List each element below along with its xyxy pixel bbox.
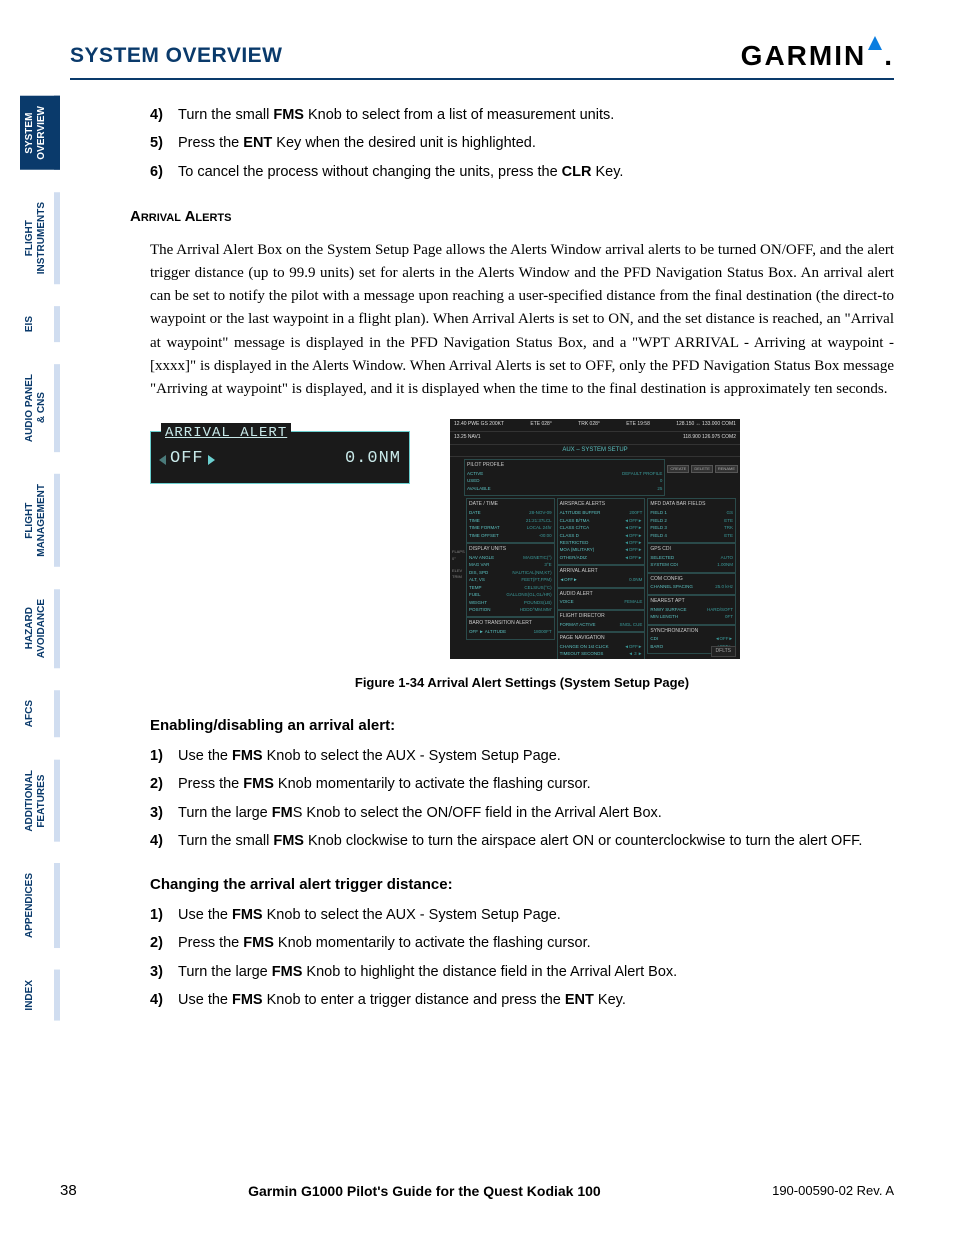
tab-flight-instruments[interactable]: FLIGHT INSTRUMENTS: [20, 192, 60, 284]
tab-hazard-avoidance[interactable]: HAZARD AVOIDANCE: [20, 589, 60, 668]
setup-left-strip: FLAPS0°ELEVTRIM: [452, 549, 462, 580]
step-number: 3): [150, 802, 178, 824]
tab-system-overview[interactable]: SYSTEM OVERVIEW: [20, 96, 60, 170]
step-text: Turn the large FMS Knob to select the ON…: [178, 802, 662, 824]
step: 3)Turn the large FMS Knob to select the …: [150, 802, 894, 824]
setup-box: PILOT PROFILEACTIVEDEFAULT PROFILEUSED0A…: [464, 459, 665, 496]
setup-box: MFD DATA BAR FIELDSFIELD 1GSFIELD 2ETEFI…: [647, 498, 736, 543]
step-text: Turn the small FMS Knob clockwise to tur…: [178, 830, 862, 852]
step: 2)Press the FMS Knob momentarily to acti…: [150, 932, 894, 954]
step: 4)Turn the small FMS Knob clockwise to t…: [150, 830, 894, 852]
setup-box: PAGE NAVIGATIONCHANGE ON 1st CLICK◄OFF►T…: [557, 632, 646, 659]
step-text: Use the FMS Knob to select the AUX - Sys…: [178, 745, 561, 767]
figure-1-34: ARRIVAL ALERT OFF 0.0NM 12.40 PWE GS 200…: [150, 419, 894, 659]
setup-box: COM CONFIGCHANNEL SPACING25.0 kHz: [647, 573, 736, 595]
step: 6)To cancel the process without changing…: [150, 161, 894, 183]
tab-afcs[interactable]: AFCS: [20, 690, 60, 737]
setup-box: BARO TRANSITION ALERTOFF ► ALTITUDE18000…: [466, 617, 555, 639]
proc1-title: Enabling/disabling an arrival alert:: [150, 714, 894, 737]
system-setup-screenshot: 12.40 PWE GS 200KTETE 028°TRK 028°ETE 19…: [450, 419, 740, 659]
setup-box: NEAREST APTRNWY SURFACEHARD/SOFTMIN LENG…: [647, 595, 736, 625]
step-number: 5): [150, 132, 178, 154]
setup-box: DATE / TIMEDATE28-NOV-09TIME21:21:37LCLT…: [466, 498, 555, 543]
tab-index[interactable]: INDEX: [20, 970, 60, 1021]
logo-text: GARMIN: [741, 40, 867, 72]
step-number: 1): [150, 904, 178, 926]
alert-distance-value: 0.0NM: [345, 446, 401, 472]
step-text: Press the FMS Knob momentarily to activa…: [178, 773, 591, 795]
setup-button: DELETE: [691, 465, 713, 473]
step: 4)Use the FMS Knob to enter a trigger di…: [150, 989, 894, 1011]
step: 2)Press the FMS Knob momentarily to acti…: [150, 773, 894, 795]
setup-button: RENAME: [715, 465, 738, 473]
alert-status-field: OFF: [159, 446, 215, 472]
step-number: 2): [150, 773, 178, 795]
page-footer: 38 Garmin G1000 Pilot's Guide for the Qu…: [60, 1182, 894, 1199]
step-number: 4): [150, 104, 178, 126]
triangle-left-icon: [159, 455, 166, 465]
setup-top-bar2: 13.25 NAV1118.900 126.975 COM2: [450, 432, 740, 445]
triangle-right-icon: [208, 455, 215, 465]
proc2-title: Changing the arrival alert trigger dista…: [150, 873, 894, 896]
figure-caption: Figure 1-34 Arrival Alert Settings (Syst…: [150, 673, 894, 693]
setup-button: CREATE: [667, 465, 689, 473]
step-number: 1): [150, 745, 178, 767]
setup-box: GPS CDISELECTEDAUTOSYSTEM CDI1.00NM: [647, 543, 736, 573]
step: 5)Press the ENT Key when the desired uni…: [150, 132, 894, 154]
section-title: SYSTEM OVERVIEW: [70, 44, 283, 68]
logo-dot: .: [884, 40, 894, 72]
step-text: Turn the large FMS Knob to highlight the…: [178, 961, 677, 983]
tab-audio-panel-cns[interactable]: AUDIO PANEL & CNS: [20, 364, 60, 452]
step-text: Use the FMS Knob to select the AUX - Sys…: [178, 904, 561, 926]
setup-box: ARRIVAL ALERT◄OFF►0.0NM: [557, 565, 646, 587]
tab-appendices[interactable]: APPENDICES: [20, 863, 60, 948]
step: 1)Use the FMS Knob to select the AUX - S…: [150, 745, 894, 767]
page-number: 38: [60, 1182, 77, 1199]
step-number: 6): [150, 161, 178, 183]
step: 4)Turn the small FMS Knob to select from…: [150, 104, 894, 126]
tab-eis[interactable]: EIS: [20, 306, 60, 342]
setup-box: DISPLAY UNITSNAV ANGLEMAGNETIC(°)MAG VAR…: [466, 543, 555, 618]
step-text: To cancel the process without changing t…: [178, 161, 623, 183]
arrival-alerts-paragraph: The Arrival Alert Box on the System Setu…: [150, 239, 894, 402]
step-number: 4): [150, 830, 178, 852]
step-number: 4): [150, 989, 178, 1011]
tab-additional-features[interactable]: ADDITIONAL FEATURES: [20, 760, 60, 842]
step-text: Turn the small FMS Knob to select from a…: [178, 104, 614, 126]
setup-box: FLIGHT DIRECTORFORMAT ACTIVESNGL CUE: [557, 610, 646, 632]
step-number: 3): [150, 961, 178, 983]
subhead-arrival-alerts: Arrival Alerts: [130, 205, 894, 228]
setup-box: AIRSPACE ALERTSALTITUDE BUFFER200FTCLASS…: [557, 498, 646, 565]
arrival-alert-callout-box: ARRIVAL ALERT OFF 0.0NM: [150, 431, 410, 483]
step-text: Press the ENT Key when the desired unit …: [178, 132, 536, 154]
alert-box-title: ARRIVAL ALERT: [161, 423, 291, 445]
setup-softkey: DFLTS: [711, 646, 736, 658]
content-area: 4)Turn the small FMS Knob to select from…: [150, 104, 894, 1012]
step-number: 2): [150, 932, 178, 954]
step-text: Press the FMS Knob momentarily to activa…: [178, 932, 591, 954]
setup-box: AUDIO ALERTVOICEFEMALE: [557, 588, 646, 610]
footer-title: Garmin G1000 Pilot's Guide for the Quest…: [248, 1183, 601, 1199]
step: 3)Turn the large FMS Knob to highlight t…: [150, 961, 894, 983]
side-tabs: SYSTEM OVERVIEW FLIGHT INSTRUMENTS EIS AUDI…: [20, 96, 60, 1021]
setup-page-title: AUX – SYSTEM SETUP: [450, 445, 740, 457]
footer-revision: 190-00590-02 Rev. A: [772, 1183, 894, 1198]
alert-status-value: OFF: [170, 446, 204, 472]
logo-triangle-icon: [868, 36, 882, 50]
garmin-logo: GARMIN.: [741, 40, 894, 72]
page-header: SYSTEM OVERVIEW GARMIN.: [70, 40, 894, 80]
tab-flight-management[interactable]: FLIGHT MANAGEMENT: [20, 474, 60, 567]
step-text: Use the FMS Knob to enter a trigger dist…: [178, 989, 626, 1011]
step: 1)Use the FMS Knob to select the AUX - S…: [150, 904, 894, 926]
setup-top-bar: 12.40 PWE GS 200KTETE 028°TRK 028°ETE 19…: [450, 419, 740, 432]
